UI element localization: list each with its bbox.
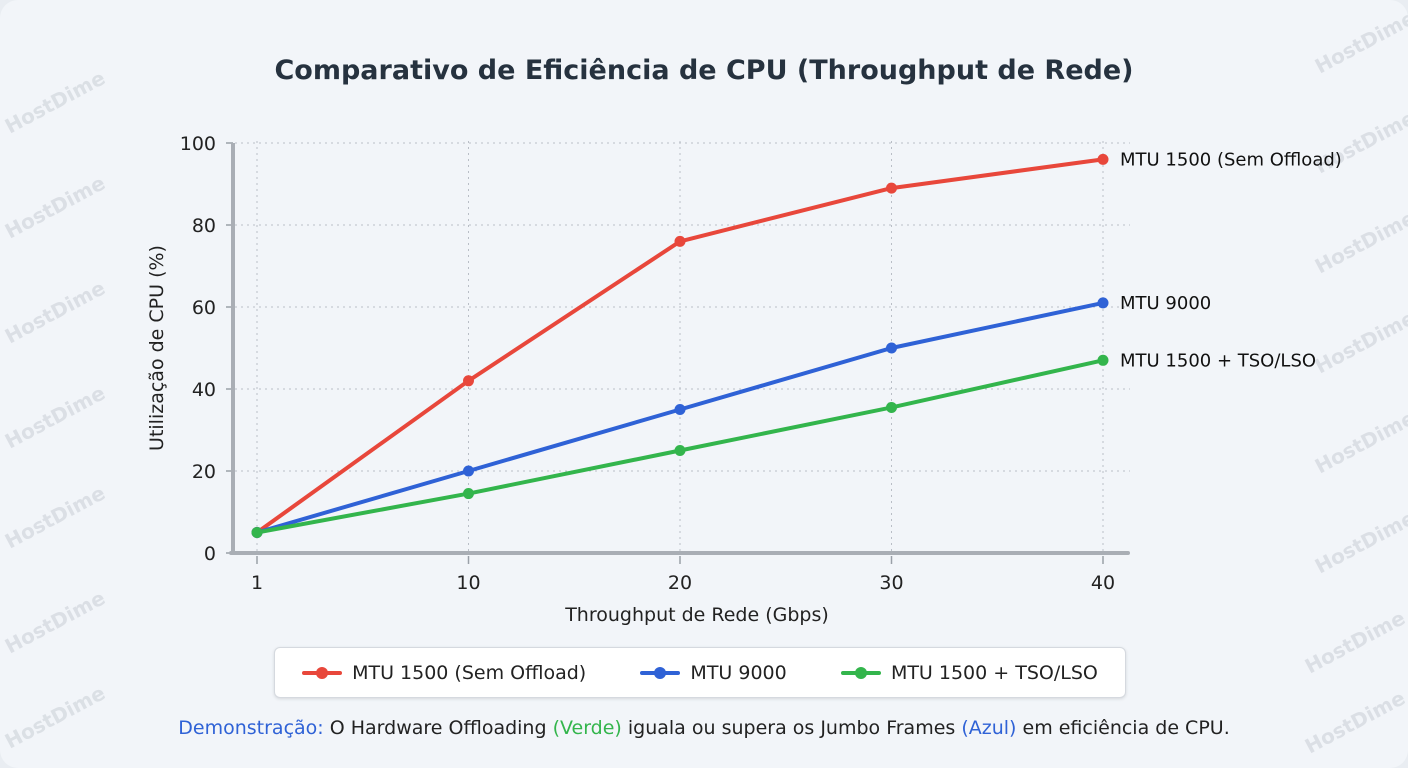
data-point	[463, 465, 474, 477]
y-tick-label: 60	[192, 297, 216, 319]
note-text: em eficiência de CPU.	[1016, 717, 1230, 739]
legend: MTU 1500 (Sem Offload) MTU 9000 MTU 1500…	[274, 647, 1126, 698]
x-tick-label: 40	[1091, 572, 1115, 594]
y-tick-label: 40	[192, 379, 216, 401]
x-tick-label: 20	[668, 572, 692, 594]
data-point	[1097, 153, 1109, 165]
legend-swatch	[640, 666, 681, 679]
x-axis-label: Throughput de Rede (Gbps)	[564, 604, 829, 626]
y-tick-label: 0	[204, 543, 216, 565]
note-green: (Verde)	[552, 717, 622, 739]
x-tick-label: 30	[879, 572, 903, 594]
legend-label: MTU 1500 (Sem Offload)	[352, 661, 587, 684]
data-point	[886, 182, 897, 194]
chart-title: Comparativo de Eficiência de CPU (Throug…	[274, 55, 1134, 86]
legend-label: MTU 1500 + TSO/LSO	[890, 661, 1098, 684]
note-text: O Hardware Offloading	[323, 717, 553, 739]
x-tick-label: 1	[251, 572, 263, 594]
series-end-label: MTU 9000	[1120, 293, 1211, 314]
y-tick-label: 20	[192, 461, 216, 483]
x-tick-label: 10	[456, 572, 480, 594]
series-end-label: MTU 1500 + TSO/LSO	[1120, 350, 1316, 371]
data-point	[1097, 354, 1109, 366]
data-point	[674, 404, 686, 415]
legend-label: MTU 9000	[690, 661, 787, 684]
data-point	[463, 488, 474, 500]
data-point	[674, 445, 686, 456]
data-point	[674, 235, 686, 247]
footnote: Demonstração: O Hardware Offloading (Ver…	[0, 717, 1408, 739]
note-blue: (Azul)	[961, 717, 1017, 739]
legend-item-mtu1500[interactable]: MTU 1500 (Sem Offload)	[302, 662, 586, 684]
data-point	[1097, 297, 1109, 309]
y-tick-label: 80	[192, 215, 216, 237]
legend-swatch	[840, 666, 881, 679]
series-end-label: MTU 1500 (Sem Offload)	[1120, 149, 1342, 170]
note-prefix: Demonstração:	[178, 717, 324, 739]
data-point	[886, 401, 897, 413]
legend-item-tso[interactable]: MTU 1500 + TSO/LSO	[840, 661, 1098, 684]
data-point	[886, 342, 897, 354]
y-tick-label: 100	[180, 133, 216, 155]
legend-item-mtu9000[interactable]: MTU 9000	[640, 661, 787, 684]
y-axis-label: Utilização de CPU (%)	[146, 245, 168, 451]
legend-swatch	[302, 666, 343, 679]
note-text: iguala ou supera os Jumbo Frames	[621, 717, 962, 739]
data-point	[463, 375, 474, 387]
data-point	[251, 527, 263, 538]
